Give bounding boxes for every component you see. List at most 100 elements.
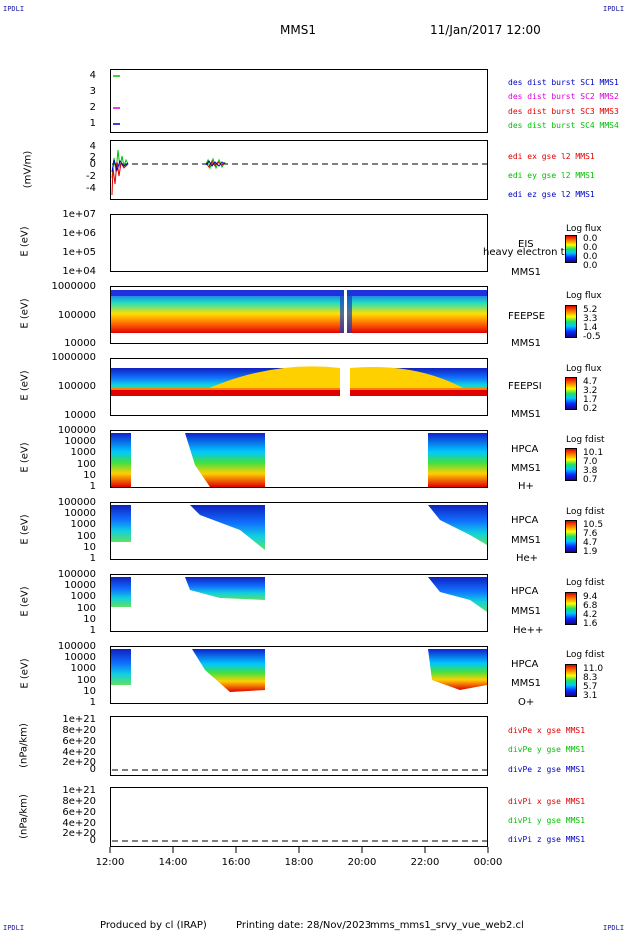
species-label: H+ [518,481,534,492]
species-label: O+ [518,697,535,708]
ytick: 1000 [70,519,96,530]
ytick: 10000 [64,410,96,421]
ytick: 100 [76,603,96,614]
edi-ex-trace-2 [205,159,226,168]
footer-printing: Printing date: 28/Nov/2023 [236,920,372,931]
feepsi-band-edge [111,388,487,390]
panel-label: EIS [518,239,534,250]
legend-entry: des dist burst SC2 MMS2 [508,92,619,101]
panel-label: MMS1 [511,338,541,349]
legend-entry: edi ey gse l2 MMS1 [508,171,595,180]
ytick: 10 [83,542,96,553]
ytick: 2 [89,102,96,113]
corner-label-br: IPDLI [603,924,625,932]
cbar-value: 7.0 [583,457,598,467]
colorbar [565,377,577,410]
hpca-h-block-2 [185,433,265,487]
species-label: He+ [516,553,539,564]
ytick: 6e+20 [62,807,96,818]
ytick: 1000 [70,591,96,602]
legend-entry: des dist burst SC3 MMS3 [508,107,619,116]
ytick: 1e+21 [62,785,96,796]
panel-label: HPCA [511,586,539,597]
ytick: 100000 [57,569,96,580]
xtick: 22:00 [410,857,440,868]
xtick: 00:00 [473,857,503,868]
cbar-value: 3.1 [583,691,598,701]
ytick: 1 [89,625,96,636]
hpca-hepp-block-3 [428,577,487,612]
cbar-value: 5.2 [583,305,598,315]
hpca-o-block-1 [111,649,131,685]
ytick: 100 [76,531,96,542]
cbar-value: 7.6 [583,529,598,539]
ytick: 10000 [64,508,96,519]
ytick: 4 [89,70,96,81]
cbar-value: 1.4 [583,323,598,333]
ytick: 10000 [64,652,96,663]
cbar-title: Log flux [566,291,602,301]
ytick: 1 [89,553,96,564]
hpca-h-block-3 [428,433,487,487]
hpca-o-panel [110,646,488,704]
feepse-spectrum [111,290,487,333]
feepsi-bottom-band [111,390,487,396]
colorbar [565,448,577,481]
cbar-value: 8.3 [583,673,598,683]
colorbar [565,592,577,625]
burst-panel [110,69,488,133]
eis-panel [110,214,488,272]
cbar-title: Log fdist [566,578,605,588]
cbar-value: 4.2 [583,610,598,620]
ytick: 100000 [57,381,96,392]
legend-entry: divPe y gse MMS1 [508,745,586,754]
ytick: 1 [89,697,96,708]
hpca-h-block-1 [111,433,131,487]
ytick: 100000 [57,641,96,652]
feepse-gap-line [344,290,347,333]
xaxis-ticks [109,847,489,853]
spacecraft-title: MMS1 [280,23,316,37]
cbar-value: 0.0 [583,234,598,244]
ytick: 8e+20 [62,725,96,736]
hpca-h-panel [110,430,488,488]
cbar-value: 1.7 [583,395,598,405]
cbar-value: 1.9 [583,547,598,557]
ytick: 1000 [70,447,96,458]
cbar-value: 10.5 [583,520,604,530]
legend-entry: divPi y gse MMS1 [508,816,586,825]
hpca-he-block-3 [428,505,487,545]
divpe-panel [110,716,488,776]
legend-entry: divPi z gse MMS1 [508,835,586,844]
footer-produced: Produced by cl (IRAP) [100,920,207,931]
ytick: 3 [89,86,96,97]
ytick: 6e+20 [62,736,96,747]
panel-label: MMS1 [511,409,541,420]
ytick: 10 [83,614,96,625]
cbar-title: Log fdist [566,507,605,517]
cbar-value: 11.0 [583,664,604,674]
ytick: 4e+20 [62,747,96,758]
edi-panel [110,140,488,200]
cbar-value: -0.5 [583,332,601,342]
divpi-panel [110,787,488,847]
cbar-value: 6.8 [583,601,598,611]
cbar-value: 4.7 [583,377,598,387]
hpca-hepp-block-1 [111,577,131,607]
panel-label: HPCA [511,659,539,670]
corner-label-bl: IPDLI [3,924,25,932]
cbar-value: 9.4 [583,592,598,602]
xtick: 18:00 [284,857,314,868]
cbar-value: 3.8 [583,466,598,476]
cbar-value: 0.0 [583,243,598,253]
panel-label: MMS1 [511,606,541,617]
ytick: 1000 [70,663,96,674]
ytick: 2e+20 [62,757,96,768]
ytick: 1000000 [51,281,96,292]
legend-entry: divPe x gse MMS1 [508,726,586,735]
cbar-value: 0.7 [583,475,598,485]
ytick: 2 [89,152,96,163]
cbar-title: Log fdist [566,435,605,445]
xtick: 20:00 [347,857,377,868]
